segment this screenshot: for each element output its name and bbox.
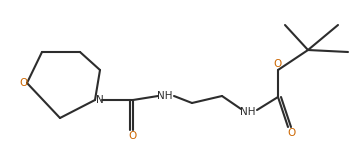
Text: O: O	[287, 128, 295, 138]
Text: NH: NH	[240, 107, 256, 117]
Text: O: O	[128, 131, 136, 141]
Text: N: N	[96, 95, 104, 105]
Text: O: O	[19, 78, 27, 88]
Text: O: O	[273, 59, 281, 69]
Text: NH: NH	[157, 91, 173, 101]
